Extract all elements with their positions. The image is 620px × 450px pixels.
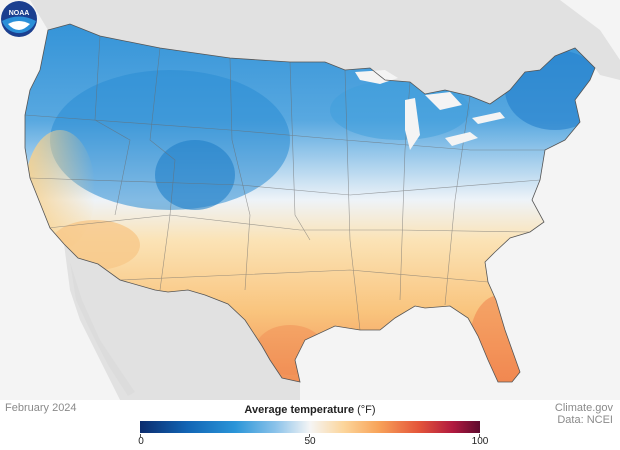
us-outline xyxy=(24,23,596,383)
legend-title: Average temperature (°F) xyxy=(140,404,480,416)
legend-tick-label-mid: 50 xyxy=(304,436,316,447)
legend-unit: (°F) xyxy=(357,404,376,416)
legend-tick-label-max: 100 xyxy=(471,436,489,447)
legend-tick-mid xyxy=(309,434,310,437)
credit-block: Climate.gov Data: NCEI xyxy=(555,402,613,426)
legend-tick-max xyxy=(479,434,480,437)
baja-peninsula xyxy=(70,262,135,396)
great-lakes xyxy=(355,70,505,150)
temperature-map xyxy=(24,0,620,400)
legend-title-text: Average temperature xyxy=(244,404,355,416)
legend-colorbar xyxy=(140,421,480,433)
credit-source: Climate.gov xyxy=(554,402,613,414)
credit-data: Data: NCEI xyxy=(557,414,613,426)
legend-tick-min xyxy=(140,434,141,437)
mexico-landmass xyxy=(64,244,300,400)
map-canvas: NOAA xyxy=(0,0,620,400)
date-label: February 2024 xyxy=(5,402,77,414)
noaa-logo-icon: NOAA xyxy=(1,1,37,37)
canada-landmass xyxy=(30,0,620,104)
noaa-logo-text: NOAA xyxy=(9,10,30,17)
legend-tick-label-min: 0 xyxy=(138,436,144,447)
